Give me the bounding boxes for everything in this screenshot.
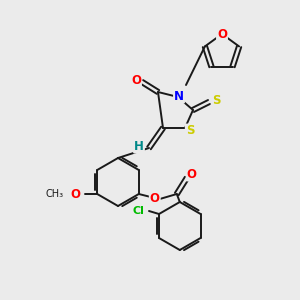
Text: S: S [186,124,194,137]
Text: O: O [217,28,227,40]
Text: CH₃: CH₃ [45,189,63,199]
Text: Cl: Cl [132,206,144,216]
Text: O: O [131,74,141,88]
Text: H: H [134,140,144,152]
Text: O: O [187,167,197,181]
Text: N: N [174,89,184,103]
Text: S: S [212,94,220,107]
Text: O: O [150,193,160,206]
Text: O: O [70,188,80,200]
